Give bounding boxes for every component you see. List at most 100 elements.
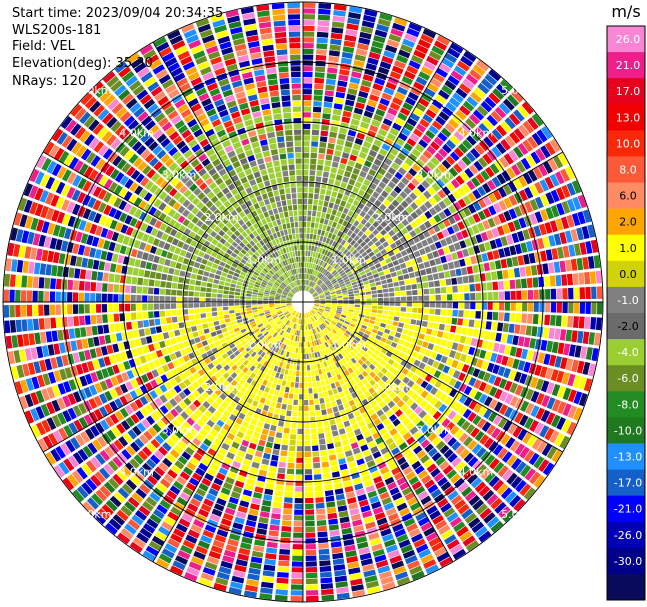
velocity-gate xyxy=(296,330,299,336)
velocity-gate xyxy=(247,573,260,581)
velocity-gate xyxy=(375,456,384,465)
velocity-gate xyxy=(152,487,164,498)
velocity-gate xyxy=(349,436,357,444)
velocity-gate xyxy=(388,311,395,316)
velocity-gate xyxy=(360,469,369,477)
velocity-gate xyxy=(378,352,385,359)
velocity-gate xyxy=(294,503,303,510)
velocity-gate xyxy=(230,372,238,379)
velocity-gate xyxy=(582,331,590,345)
velocity-gate xyxy=(347,353,353,360)
velocity-gate xyxy=(377,371,384,379)
velocity-gate xyxy=(380,322,386,328)
velocity-gate xyxy=(393,471,404,481)
velocity-gate xyxy=(304,440,311,446)
velocity-gate xyxy=(361,370,369,378)
velocity-gate xyxy=(465,540,479,552)
velocity-gate xyxy=(230,491,241,499)
velocity-gate xyxy=(279,322,284,328)
velocity-gate xyxy=(383,451,393,460)
velocity-gate xyxy=(306,590,319,596)
velocity-gate xyxy=(164,543,178,554)
velocity-gate xyxy=(150,454,161,465)
velocity-gate xyxy=(445,317,452,324)
velocity-gate xyxy=(292,311,297,316)
velocity-gate xyxy=(389,414,397,422)
velocity-gate xyxy=(329,358,335,365)
velocity-gate xyxy=(431,452,442,462)
velocity-gate xyxy=(309,405,315,411)
velocity-gate xyxy=(278,554,290,561)
velocity-gate xyxy=(236,450,246,458)
velocity-gate xyxy=(343,444,351,452)
velocity-gate xyxy=(578,376,587,390)
velocity-gate xyxy=(389,330,396,336)
velocity-gate xyxy=(167,423,177,433)
velocity-gate xyxy=(509,440,521,452)
velocity-gate xyxy=(412,416,421,425)
velocity-gate xyxy=(393,565,407,575)
velocity-gate xyxy=(253,456,262,463)
velocity-gate xyxy=(340,522,351,529)
velocity-gate xyxy=(326,384,332,391)
velocity-gate xyxy=(187,503,199,513)
velocity-gate xyxy=(319,350,324,357)
velocity-gate xyxy=(287,339,291,346)
velocity-gate xyxy=(356,458,365,466)
velocity-gate xyxy=(390,341,398,348)
velocity-gate xyxy=(363,430,371,438)
velocity-gate xyxy=(385,324,392,330)
velocity-gate xyxy=(333,317,339,322)
velocity-gate xyxy=(187,384,196,393)
velocity-gate xyxy=(470,302,476,310)
velocity-gate xyxy=(473,403,483,413)
velocity-gate xyxy=(162,442,172,452)
velocity-gate xyxy=(366,349,373,356)
velocity-gate xyxy=(354,362,361,369)
velocity-gate xyxy=(245,346,252,352)
velocity-gate xyxy=(227,471,237,480)
velocity-gate xyxy=(273,325,279,331)
velocity-gate xyxy=(216,419,225,428)
velocity-gate xyxy=(221,462,231,471)
velocity-gate xyxy=(314,314,319,319)
velocity-gate xyxy=(320,362,325,369)
velocity-gate xyxy=(446,357,454,366)
velocity-gate xyxy=(264,488,274,496)
velocity-gate xyxy=(297,318,300,324)
velocity-gate xyxy=(363,390,371,398)
velocity-gate xyxy=(400,404,409,412)
velocity-gate xyxy=(283,325,288,331)
velocity-gate xyxy=(559,329,567,341)
velocity-gate xyxy=(320,450,328,457)
velocity-gate xyxy=(369,379,376,386)
velocity-gate xyxy=(497,322,504,332)
velocity-gate xyxy=(252,400,259,407)
velocity-gate xyxy=(283,350,287,357)
velocity-gate xyxy=(169,485,181,495)
velocity-gate xyxy=(550,369,559,382)
velocity-gate xyxy=(268,406,275,413)
velocity-gate xyxy=(533,456,545,469)
velocity-gate xyxy=(313,328,317,334)
velocity-gate xyxy=(344,544,356,552)
velocity-gate xyxy=(348,304,355,307)
velocity-gate xyxy=(178,425,188,435)
velocity-gate xyxy=(133,454,144,465)
velocity-gate xyxy=(387,335,394,341)
velocity-gate xyxy=(394,311,400,317)
velocity-gate xyxy=(425,383,434,392)
velocity-gate xyxy=(158,446,168,456)
velocity-gate xyxy=(305,319,307,325)
velocity-gate xyxy=(408,476,419,486)
velocity-gate xyxy=(266,326,272,331)
velocity-gate xyxy=(375,436,384,445)
velocity-gate xyxy=(407,560,421,570)
velocity-gate xyxy=(403,323,410,330)
velocity-gate xyxy=(310,364,314,371)
velocity-gate xyxy=(435,456,446,466)
velocity-gate xyxy=(320,455,329,462)
velocity-gate xyxy=(447,410,457,420)
velocity-gate xyxy=(540,380,550,393)
velocity-gate xyxy=(492,444,504,456)
